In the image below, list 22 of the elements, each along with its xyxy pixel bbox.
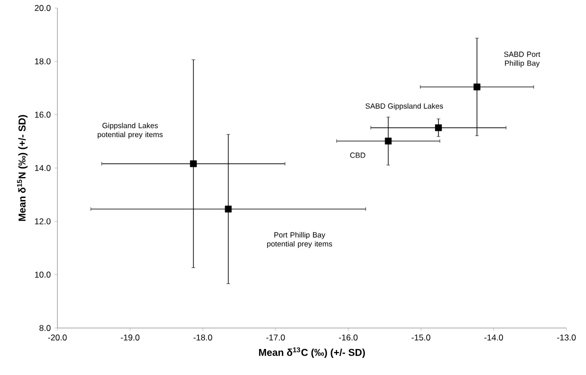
y-tick-label: 14.0 <box>35 165 51 171</box>
point <box>474 84 480 90</box>
y-tick-label: 12.0 <box>35 218 51 224</box>
x-axis-title: Mean δ$^{13}$C (‰) (+/- SD) <box>259 347 365 358</box>
x-tick-label: -18.0 <box>194 334 212 340</box>
x-tick-label: -16.0 <box>338 334 358 340</box>
x-tick-label: -15.0 <box>412 334 430 340</box>
y-tick-label: 8.0 <box>39 325 51 331</box>
x-tick-label: -20.0 <box>48 334 67 340</box>
y-axis-title: Mean δ$^{15}$N (‰) (+/- SD) <box>17 114 28 221</box>
y-tick-label: 20.0 <box>34 5 51 11</box>
point <box>384 138 392 144</box>
point <box>190 160 197 168</box>
x-tick-label: -17.0 <box>266 334 285 340</box>
x-tick-label: -14.0 <box>484 334 503 340</box>
point <box>435 124 442 132</box>
point <box>224 206 232 212</box>
y-tick-label: 10.0 <box>35 272 51 278</box>
x-tick-label: -13.0 <box>557 334 576 340</box>
y-tick-label: 18.0 <box>35 58 51 64</box>
x-tick-label: -19.0 <box>120 334 140 340</box>
y-tick-label: 16.0 <box>35 112 51 118</box>
